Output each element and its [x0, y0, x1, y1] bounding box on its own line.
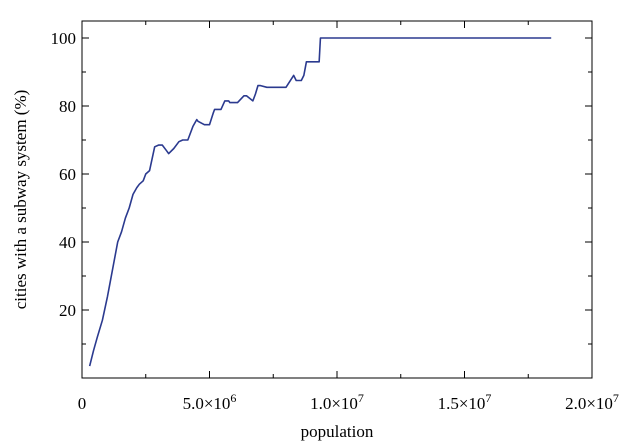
plot-frame	[81, 20, 593, 379]
y-axis: 20 40 60 80 100	[51, 29, 592, 345]
x-axis: 0 5.0×106 1.0×107 1.5×107 2.0×107	[78, 21, 619, 413]
x-tick-label: 5.0×106	[183, 391, 237, 413]
y-tick-label: 100	[51, 29, 77, 48]
x-tick-label: 1.5×107	[438, 391, 492, 413]
y-tick-label: 60	[59, 165, 76, 184]
y-axis-title: cities with a subway system (%)	[11, 90, 30, 310]
plot-area: 0 5.0×106 1.0×107 1.5×107 2.0×107 20 40 60 80 10…	[51, 20, 619, 413]
y-tick-label: 40	[59, 233, 76, 252]
x-tick-label: 0	[78, 394, 87, 413]
x-tick-label: 1.0×107	[310, 391, 364, 413]
x-tick-label: 2.0×107	[565, 391, 619, 413]
series-line	[88, 37, 552, 367]
y-tick-label: 20	[59, 301, 76, 320]
x-axis-title: population	[301, 422, 374, 441]
y-tick-label: 80	[59, 97, 76, 116]
